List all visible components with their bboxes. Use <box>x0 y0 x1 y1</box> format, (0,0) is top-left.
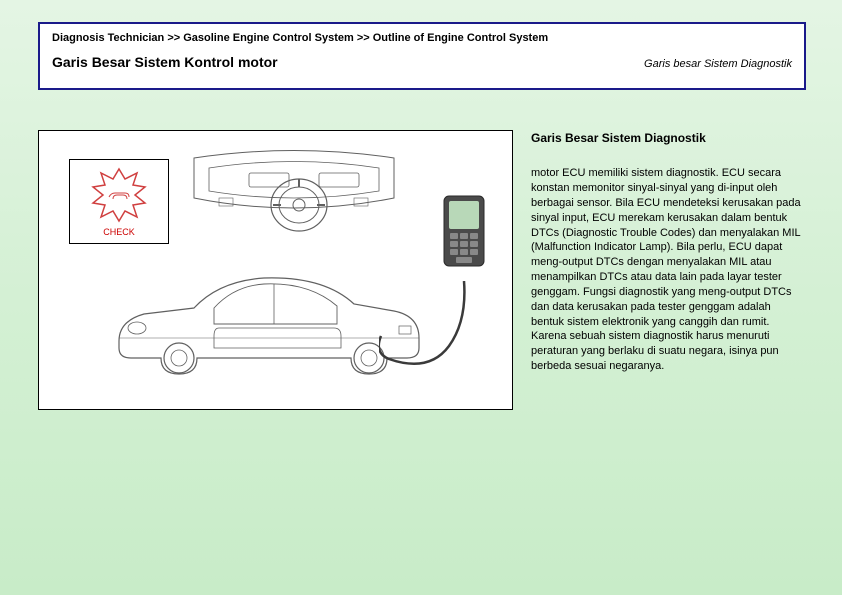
title-row: Garis Besar Sistem Kontrol motor Garis b… <box>52 54 792 70</box>
page-subtitle: Garis besar Sistem Diagnostik <box>644 58 792 70</box>
content-area: CHECK <box>38 130 806 410</box>
page-title: Garis Besar Sistem Kontrol motor <box>52 54 278 70</box>
diagnostic-figure: CHECK <box>38 130 513 410</box>
header-box: Diagnosis Technician >> Gasoline Engine … <box>38 22 806 90</box>
warning-burst-icon <box>91 167 147 223</box>
body-text: motor ECU memiliki sistem diagnostik. EC… <box>531 166 806 374</box>
breadcrumb: Diagnosis Technician >> Gasoline Engine … <box>52 32 792 44</box>
dashboard-illustration <box>189 143 399 243</box>
section-heading: Garis Besar Sistem Diagnostik <box>531 130 806 146</box>
check-label: CHECK <box>103 227 135 237</box>
check-indicator-panel: CHECK <box>69 159 169 244</box>
handheld-tester-illustration <box>434 191 494 286</box>
text-column: Garis Besar Sistem Diagnostik motor ECU … <box>531 130 806 410</box>
cable-illustration <box>379 281 489 381</box>
